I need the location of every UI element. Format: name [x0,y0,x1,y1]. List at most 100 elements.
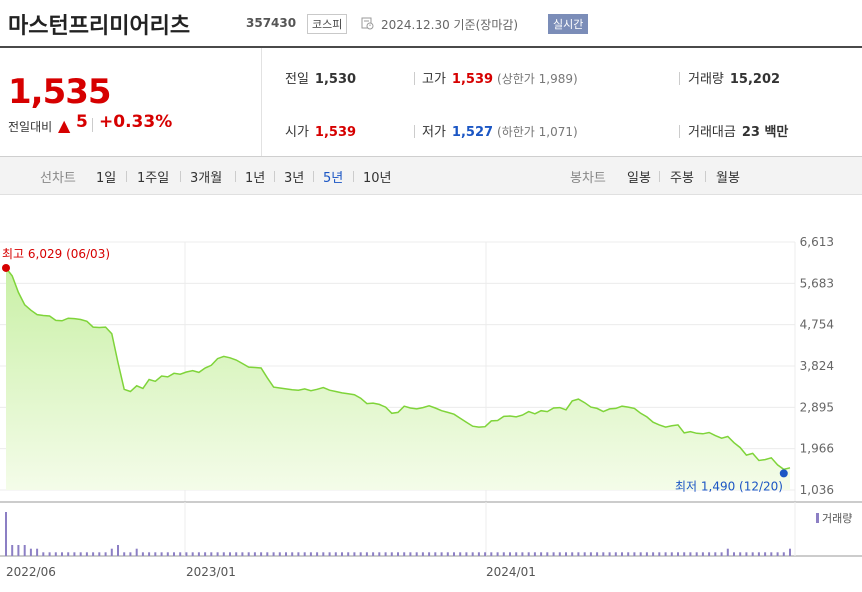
volume-bar [160,552,163,556]
volume-grid [184,502,796,556]
volume-bar [235,552,238,556]
volume-bar [241,552,244,556]
lower-limit: (하한가 1,071) [497,125,578,139]
volume-bar [129,552,132,556]
current-price-block: 1,535 전일대비 ▲ 5 +0.33% [0,48,262,156]
tab-10y[interactable]: 10년 [363,171,392,186]
volume-bar [309,552,312,556]
volume-bar [98,552,101,556]
tab-3m[interactable]: 3개월 [190,171,223,186]
tab-daily[interactable]: 일봉 [627,171,651,186]
tab-3y[interactable]: 3년 [284,171,305,186]
volume-bar [614,552,617,556]
volume-bar [347,552,350,556]
volume-value: 15,202 [729,72,781,87]
max-point-marker [2,263,10,272]
price-change: 5 [76,112,88,132]
tab-1w[interactable]: 1주일 [137,171,170,186]
volume-legend-label: 거래량 [822,512,852,525]
clock-icon [361,17,374,30]
volume-bar [577,552,580,556]
high-price: 고가 1,539 (상한가 1,989) [422,68,578,87]
tab-1y[interactable]: 1년 [245,171,266,186]
volume-bar [471,552,474,556]
amount-label: 거래대금 [688,125,736,140]
volume-bar [104,552,107,556]
volume-bar [67,552,70,556]
volume-bar [509,552,511,556]
volume-bar [645,552,648,556]
y-tick-label: 2,895 [800,400,834,414]
price-info-panel: 1,535 전일대비 ▲ 5 +0.33% 전일 1,530 고가 1,539 (상한… [0,48,862,157]
volume-bar [415,552,418,556]
volume-bar [670,552,673,556]
volume-bar [260,552,263,556]
x-axis-labels: 2022/06 2023/01 2024/01 [6,565,536,579]
divider [679,72,680,85]
current-price: 1,535 [8,72,112,112]
volume-bar [372,552,375,556]
volume-bar [546,552,549,556]
volume-bar [739,552,742,556]
divider [705,171,706,182]
volume-bar [764,552,767,556]
volume-bar [272,552,275,556]
volume-bar [154,552,157,556]
volume-bar [316,552,319,556]
volume-bar [496,552,499,556]
volume-bar [291,552,294,556]
volume-bar [533,552,536,556]
volume-bar [397,552,399,556]
volume-bar [782,552,785,556]
volume-bars [5,512,791,556]
volume-bar [708,552,711,556]
volume-bar [652,552,655,556]
open-price: 시가 1,539 [285,121,356,140]
volume-bar [776,552,779,556]
tab-weekly[interactable]: 주봉 [670,171,694,186]
x-tick-label: 2022/06 [6,565,56,579]
volume-bar [17,545,20,556]
min-point-marker [779,469,788,478]
volume-bar [558,552,561,556]
volume-bar [36,548,39,556]
realtime-button[interactable]: 실시간 [548,14,589,34]
volume-bar [664,552,667,556]
volume-bar [770,552,773,556]
divider [180,171,181,182]
up-arrow-icon: ▲ [58,116,71,135]
volume-bar [571,552,574,556]
volume-bar [61,552,63,556]
tab-5y[interactable]: 5년 [323,171,344,186]
divider [126,171,127,182]
divider [274,171,275,182]
volume-bar [253,552,256,556]
volume-bar [658,552,661,556]
volume-bar [135,548,138,556]
volume-bar [266,552,269,556]
volume-bar [596,552,599,556]
low-value: 1,527 [451,125,494,140]
volume-bar [54,552,57,556]
tab-1d[interactable]: 1일 [96,171,117,186]
tab-monthly[interactable]: 월봉 [716,171,740,186]
high-label: 고가 [422,72,446,87]
volume-bar [695,552,698,556]
volume-bar [23,545,26,556]
volume-bar [745,552,748,556]
x-tick-label: 2023/01 [186,565,236,579]
divider [92,118,93,132]
volume-bar [602,552,605,556]
volume-bar [48,552,51,556]
divider [353,171,354,182]
volume-bar [434,552,437,556]
volume-bar [608,552,611,556]
volume-bar [216,552,219,556]
volume-bar [440,552,443,556]
y-tick-label: 1,966 [800,442,834,456]
y-tick-label: 5,683 [800,276,834,290]
volume-bar [278,552,281,556]
volume-bar [521,552,524,556]
prev-close: 전일 1,530 [285,68,356,87]
volume-bar [490,552,493,556]
